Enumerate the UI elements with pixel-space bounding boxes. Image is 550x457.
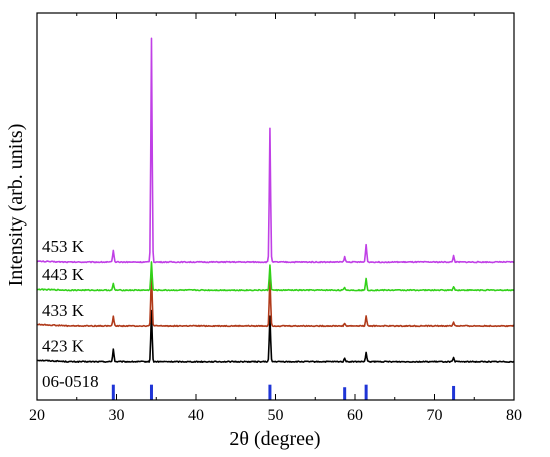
series-line-453-k [36, 37, 515, 264]
series-line-423-k [36, 309, 515, 363]
x-tick-label: 50 [268, 407, 284, 424]
series-labels: 423 K 433 K 443 K 453 K 06-0518 [42, 237, 99, 391]
series-line-433-k [36, 267, 515, 328]
x-tick-label: 80 [506, 407, 522, 424]
x-axis-label: 2θ (degree) [229, 428, 320, 450]
x-tick-label: 20 [29, 407, 45, 424]
series-label: 433 K [42, 301, 85, 320]
series-label: 443 K [42, 265, 85, 284]
series-label: 453 K [42, 237, 85, 256]
plot-frame [36, 12, 515, 401]
plot-content [36, 37, 515, 400]
x-tick-label: 70 [427, 407, 443, 424]
x-tick-label: 60 [347, 407, 363, 424]
y-axis-label: Intensity (arb. units) [5, 124, 27, 287]
reference-label: 06-0518 [42, 372, 99, 391]
axes: 20 30 40 50 60 70 80 [29, 12, 522, 424]
x-tick-label: 30 [109, 407, 125, 424]
x-tick-label: 40 [188, 407, 204, 424]
series-line-443-k [36, 261, 515, 292]
series-label: 423 K [42, 337, 85, 356]
